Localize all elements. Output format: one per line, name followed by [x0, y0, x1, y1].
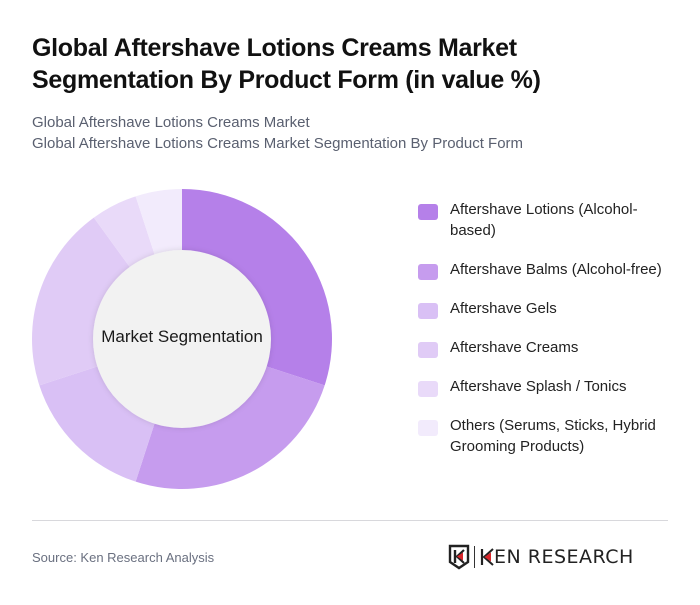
- chart-legend: Aftershave Lotions (Alcohol-based) After…: [418, 199, 678, 475]
- legend-label: Aftershave Lotions (Alcohol-based): [450, 201, 638, 239]
- ken-research-logo: EN RESEARCH: [448, 543, 634, 571]
- legend-swatch-icon: [418, 264, 438, 280]
- chart-subtitle: Global Aftershave Lotions Creams Market …: [32, 112, 672, 154]
- legend-swatch-icon: [418, 381, 438, 397]
- legend-item[interactable]: Aftershave Balms (Alcohol-free): [418, 259, 678, 280]
- donut-chart-svg: [31, 189, 332, 489]
- legend-swatch-icon: [418, 303, 438, 319]
- subtitle-line-2: Global Aftershave Lotions Creams Market …: [32, 135, 524, 152]
- legend-label: Aftershave Creams: [450, 339, 579, 356]
- legend-label: Aftershave Gels: [450, 300, 557, 317]
- chart-title: Global Aftershave Lotions Creams Market …: [32, 34, 541, 94]
- logo-text: EN RESEARCH: [494, 546, 634, 568]
- source-note: Source: Ken Research Analysis: [32, 550, 215, 565]
- legend-item[interactable]: Aftershave Creams: [418, 337, 678, 358]
- logo-separator: [474, 546, 475, 568]
- subtitle-line-1: Global Aftershave Lotions Creams Market: [32, 114, 310, 131]
- legend-label: Aftershave Balms (Alcohol-free): [450, 261, 662, 278]
- legend-swatch-icon: [418, 342, 438, 358]
- legend-label: Aftershave Splash / Tonics: [450, 378, 627, 395]
- legend-item[interactable]: Others (Serums, Sticks, Hybrid Grooming …: [418, 415, 678, 457]
- footer-divider: [32, 520, 668, 521]
- donut-chart: Market Segmentation: [0, 180, 370, 500]
- ken-research-shield-icon: [448, 544, 470, 570]
- legend-item[interactable]: Aftershave Gels: [418, 298, 678, 319]
- center-label: Market Segmentation: [101, 327, 263, 346]
- legend-item[interactable]: Aftershave Lotions (Alcohol-based): [418, 199, 678, 241]
- legend-label: Others (Serums, Sticks, Hybrid Grooming …: [450, 417, 656, 455]
- legend-swatch-icon: [418, 420, 438, 436]
- donut-hole: [93, 250, 271, 428]
- legend-item[interactable]: Aftershave Splash / Tonics: [418, 376, 678, 397]
- ken-k-glyph-icon: [480, 548, 494, 566]
- legend-swatch-icon: [418, 204, 438, 220]
